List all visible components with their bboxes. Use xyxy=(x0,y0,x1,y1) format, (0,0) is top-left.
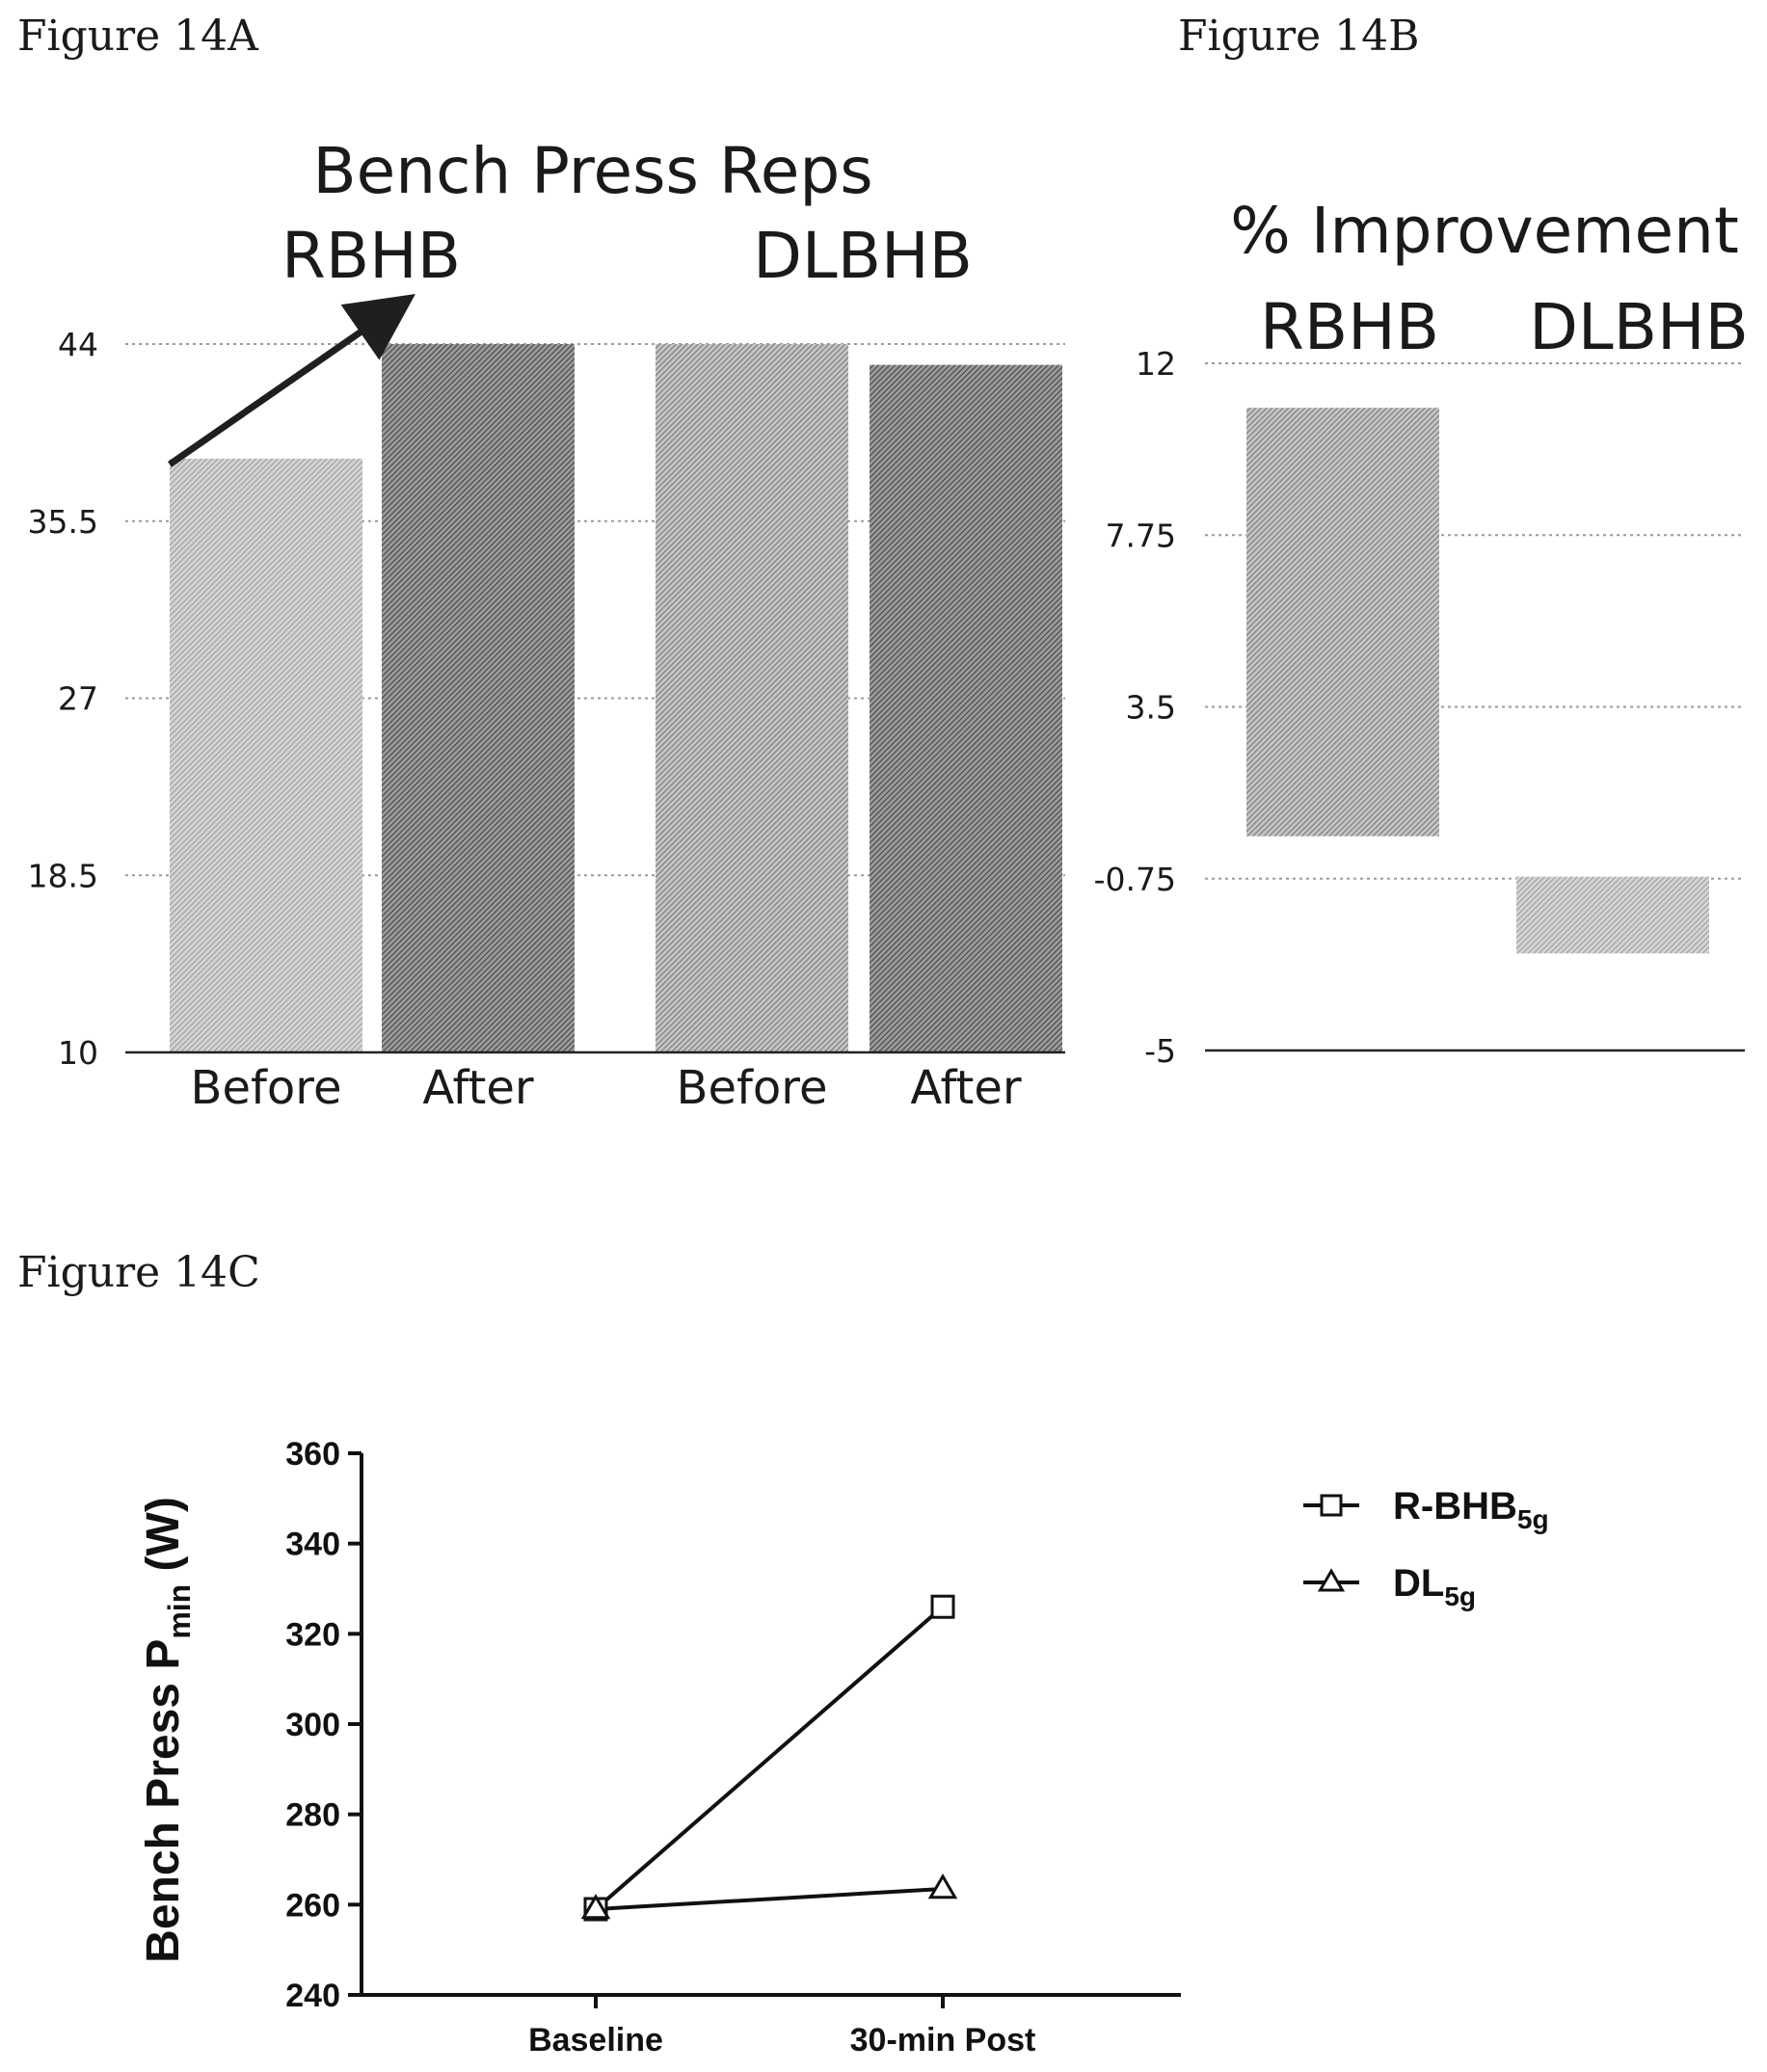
chart-14c-x-tick-label: Baseline xyxy=(528,2022,663,2059)
figure-14c-label: Figure 14C xyxy=(17,1248,260,1297)
chart-14c-y-tick-label: 340 xyxy=(285,1527,340,1563)
chart-14b-category-label: DLBHB xyxy=(1529,290,1749,364)
chart-14c-point xyxy=(927,1873,958,1899)
chart-14b-title: % Improvement xyxy=(1230,194,1739,268)
chart-14c-y-tick-label: 320 xyxy=(285,1616,340,1653)
chart-14a-bar xyxy=(656,344,848,1052)
chart-14a-x-tick-label: After xyxy=(910,1061,1022,1115)
chart-14c: 240 260 280 300 320 340 360 Baseline 30-min Post… xyxy=(138,1436,1549,2059)
figure-14a-label: Figure 14A xyxy=(17,12,259,61)
chart-14c-y-tick-label: 360 xyxy=(285,1436,340,1473)
chart-14c-y-axis-label: Bench Press Pmin (W) xyxy=(138,1497,197,1963)
chart-14b-y-tick-label: 3.5 xyxy=(1126,689,1176,727)
chart-14c-point xyxy=(930,1594,955,1619)
chart-14c-x-tick-label: 30-min Post xyxy=(850,2022,1036,2059)
chart-14c-series-line xyxy=(595,1886,944,1912)
chart-14a: Bench Press Reps RBHB DLBHB 10 18.5 27 35.5 44 B… xyxy=(28,134,1065,1115)
chart-14a-y-tick-label: 27 xyxy=(58,680,98,718)
chart-14a-y-tick-label: 44 xyxy=(58,326,98,363)
chart-14a-y-tick-label: 18.5 xyxy=(28,857,98,894)
chart-14c-legend-label: DL5g xyxy=(1393,1562,1476,1611)
chart-14a-y-tick-label: 10 xyxy=(58,1034,98,1072)
chart-14a-title: Bench Press Reps xyxy=(312,134,872,208)
chart-14b: % Improvement -5 -0.75 3.5 7.75 12 RBHB DLBHB xyxy=(1094,194,1749,1070)
chart-14a-bar xyxy=(870,364,1062,1052)
chart-14a-increase-arrow xyxy=(168,294,416,467)
chart-14a-group-label: RBHB xyxy=(281,219,461,293)
chart-14c-legend-marker xyxy=(1320,1494,1343,1517)
chart-14c-y-tick-label: 260 xyxy=(285,1887,340,1924)
chart-14b-bar xyxy=(1246,408,1439,837)
chart-14a-bar xyxy=(382,344,575,1052)
chart-14c-legend-label: R-BHB5g xyxy=(1393,1485,1549,1534)
chart-14c-y-tick-label: 280 xyxy=(285,1797,340,1834)
chart-14b-y-tick-label: 12 xyxy=(1136,345,1176,383)
chart-14a-bar xyxy=(170,458,362,1052)
chart-14c-legend-marker xyxy=(1317,1568,1346,1592)
chart-14b-y-tick-label: -0.75 xyxy=(1094,861,1176,898)
chart-14a-x-tick-label: Before xyxy=(677,1061,828,1115)
chart-14b-y-tick-label: 7.75 xyxy=(1106,517,1176,554)
chart-14b-y-tick-label: -5 xyxy=(1144,1032,1176,1070)
figure-14b-label: Figure 14B xyxy=(1178,12,1420,61)
chart-14a-x-tick-label: After xyxy=(422,1061,534,1115)
chart-14a-x-tick-label: Before xyxy=(191,1061,342,1115)
chart-14c-y-tick-label: 300 xyxy=(285,1707,340,1743)
chart-14b-bar xyxy=(1516,876,1709,954)
chart-14c-y-tick-label: 240 xyxy=(285,1978,340,2014)
chart-14c-point xyxy=(580,1894,611,1920)
chart-14b-category-label: RBHB xyxy=(1260,290,1439,364)
chart-14a-y-tick-label: 35.5 xyxy=(28,503,98,541)
chart-14c-series-line xyxy=(594,1605,945,1911)
chart-14a-group-label: DLBHB xyxy=(753,219,973,293)
